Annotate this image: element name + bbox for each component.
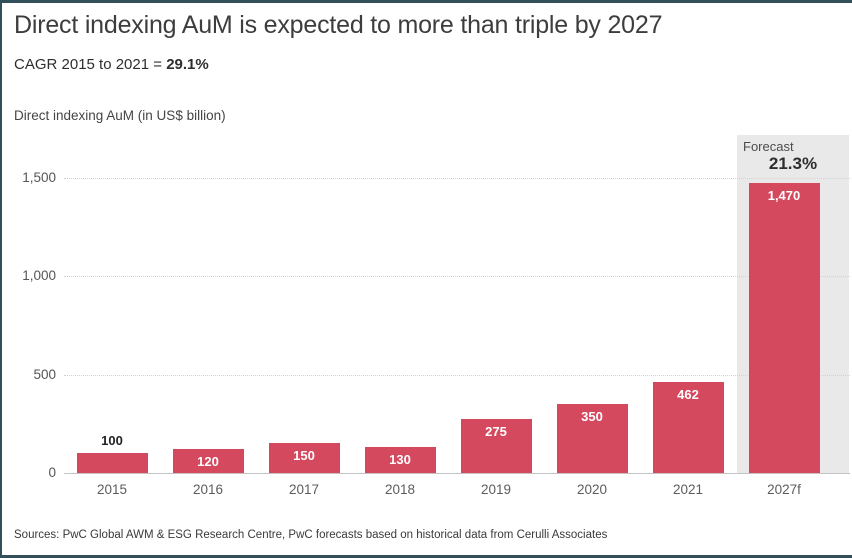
bar-value-label-2027f: 1,470	[767, 188, 801, 204]
bar-2020	[556, 404, 628, 473]
x-axis-line	[64, 473, 850, 474]
bar-value-label-2015: 100	[101, 433, 123, 449]
bar-2021	[652, 381, 724, 473]
gridline	[64, 276, 850, 277]
bar-2027f	[748, 183, 820, 473]
y-tick-label: 500	[33, 366, 56, 382]
x-tick-label-2020: 2020	[576, 482, 608, 497]
x-tick-label-2027f: 2027f	[767, 482, 801, 497]
x-tick-label-2018: 2018	[384, 482, 416, 497]
forecast-cagr-value: 21.3%	[768, 154, 818, 173]
x-tick-label-2021: 2021	[672, 482, 704, 497]
y-axis-title: Direct indexing AuM (in US$ billion)	[14, 108, 226, 123]
bar-value-label-2021: 462	[677, 386, 699, 402]
bar-2019	[460, 418, 532, 473]
sources-note: Sources: PwC Global AWM & ESG Research C…	[14, 529, 608, 541]
x-tick-label-2015: 2015	[96, 482, 128, 497]
y-tick-label: 0	[48, 465, 56, 480]
forecast-label: Forecast	[743, 139, 794, 154]
x-tick-label-2016: 2016	[192, 482, 224, 497]
x-tick-label-2019: 2019	[480, 482, 512, 497]
bar-value-label-2017: 150	[293, 448, 315, 464]
gridline	[64, 374, 850, 376]
chart-subtitle: CAGR 2015 to 2021 = 29.1%	[14, 56, 209, 73]
bar-chart: 0 500 1,000 1,500 100 2015 120 2016 150 2017 130 20…	[2, 3, 852, 555]
bar-value-label-2019: 275	[485, 423, 507, 439]
x-tick-label-2017: 2017	[288, 482, 320, 497]
subtitle-prefix: CAGR 2015 to 2021 =	[14, 56, 167, 73]
bar-value-label-2018: 130	[389, 452, 411, 468]
subtitle-cagr-value: 29.1%	[166, 56, 209, 73]
chart-title: Direct indexing AuM is expected to more …	[14, 11, 663, 39]
bar-2015	[76, 453, 148, 473]
gridline	[64, 177, 850, 179]
bar-2016	[172, 449, 244, 473]
bar-value-label-2016: 120	[197, 454, 219, 470]
y-tick-label: 1,000	[22, 268, 56, 283]
bar-value-label-2020: 350	[581, 409, 603, 425]
bar-2017	[268, 443, 340, 473]
y-tick-label: 1,500	[22, 169, 56, 185]
bar-2018	[364, 447, 436, 473]
